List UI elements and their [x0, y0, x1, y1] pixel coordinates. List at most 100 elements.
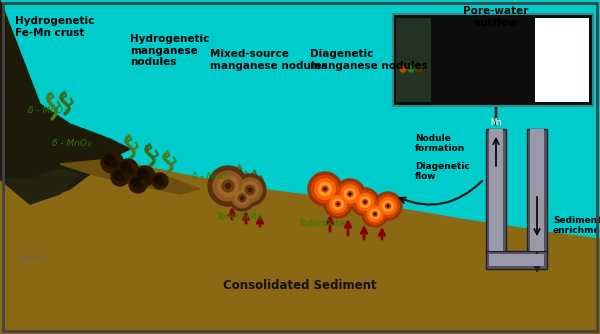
- Circle shape: [322, 186, 328, 192]
- Text: Diagenetic
manganese nodules: Diagenetic manganese nodules: [310, 49, 428, 70]
- Circle shape: [135, 166, 155, 186]
- Circle shape: [113, 171, 122, 180]
- Circle shape: [327, 193, 349, 215]
- Polygon shape: [0, 169, 80, 204]
- Circle shape: [232, 188, 252, 208]
- Circle shape: [319, 183, 331, 195]
- Text: Consolidated Sediment: Consolidated Sediment: [223, 279, 377, 292]
- Circle shape: [226, 184, 230, 188]
- Circle shape: [332, 199, 343, 209]
- Circle shape: [377, 195, 399, 217]
- Polygon shape: [0, 0, 130, 204]
- Circle shape: [213, 171, 243, 201]
- Circle shape: [235, 191, 249, 205]
- Polygon shape: [0, 114, 600, 334]
- Circle shape: [119, 176, 125, 181]
- Text: Diagenetic
flow: Diagenetic flow: [415, 162, 470, 181]
- Circle shape: [208, 166, 248, 206]
- Circle shape: [324, 188, 326, 190]
- Circle shape: [351, 188, 379, 216]
- Text: Hydrogenetic
manganese
nodules: Hydrogenetic manganese nodules: [130, 34, 209, 67]
- Polygon shape: [60, 159, 200, 194]
- Circle shape: [238, 194, 246, 202]
- Circle shape: [111, 160, 118, 167]
- Circle shape: [356, 194, 373, 210]
- Bar: [489, 129, 503, 251]
- Circle shape: [137, 183, 143, 188]
- Circle shape: [131, 178, 140, 187]
- Circle shape: [238, 178, 262, 202]
- Circle shape: [338, 182, 362, 206]
- Circle shape: [374, 192, 402, 220]
- Circle shape: [104, 154, 115, 165]
- Circle shape: [380, 198, 397, 214]
- Circle shape: [218, 176, 238, 196]
- Text: Hydrogenetic
Fe-Mn crust: Hydrogenetic Fe-Mn crust: [15, 16, 94, 38]
- Circle shape: [370, 209, 380, 219]
- Circle shape: [101, 151, 123, 173]
- Circle shape: [335, 201, 341, 206]
- Text: Todorokite: Todorokite: [216, 212, 263, 221]
- Circle shape: [367, 206, 383, 222]
- Circle shape: [344, 188, 356, 200]
- Text: Mn: Mn: [490, 118, 502, 127]
- Bar: [486, 251, 547, 269]
- Circle shape: [241, 196, 244, 199]
- Circle shape: [341, 185, 359, 203]
- Circle shape: [362, 199, 368, 204]
- Circle shape: [324, 190, 352, 218]
- Text: Basalt: Basalt: [20, 254, 48, 263]
- Text: Pore-water
outflow: Pore-water outflow: [463, 6, 529, 28]
- Bar: [486, 129, 506, 254]
- Bar: [535, 18, 589, 102]
- Text: δ - MnO₂: δ - MnO₂: [52, 139, 91, 148]
- Bar: [527, 129, 547, 254]
- Circle shape: [127, 167, 133, 173]
- Circle shape: [245, 185, 255, 195]
- Text: Mixed-source
manganese nodules: Mixed-source manganese nodules: [210, 49, 328, 70]
- Circle shape: [373, 212, 377, 216]
- Circle shape: [222, 180, 234, 192]
- Circle shape: [337, 203, 339, 205]
- Circle shape: [234, 174, 266, 206]
- Bar: [396, 18, 431, 102]
- Circle shape: [349, 193, 351, 195]
- Circle shape: [359, 197, 370, 207]
- Text: Sediment
enrichment: Sediment enrichment: [553, 216, 600, 235]
- Circle shape: [154, 175, 162, 183]
- Circle shape: [118, 159, 138, 179]
- Circle shape: [347, 191, 353, 197]
- Circle shape: [335, 179, 365, 209]
- Circle shape: [311, 175, 338, 203]
- Circle shape: [329, 196, 346, 212]
- Circle shape: [137, 169, 148, 179]
- Circle shape: [308, 172, 342, 206]
- Circle shape: [159, 180, 164, 185]
- Text: Nodule
formation: Nodule formation: [415, 134, 465, 153]
- Circle shape: [152, 173, 168, 189]
- Circle shape: [408, 66, 414, 72]
- Bar: [530, 129, 544, 251]
- Circle shape: [242, 182, 259, 198]
- Circle shape: [362, 201, 388, 227]
- Circle shape: [121, 162, 131, 172]
- Circle shape: [383, 201, 394, 211]
- Circle shape: [385, 203, 391, 208]
- Circle shape: [364, 201, 366, 203]
- Circle shape: [248, 188, 252, 192]
- Circle shape: [416, 66, 422, 72]
- Circle shape: [111, 168, 129, 186]
- FancyBboxPatch shape: [393, 14, 593, 106]
- Circle shape: [374, 213, 376, 215]
- Text: δ - MnO₂: δ - MnO₂: [28, 106, 67, 115]
- Circle shape: [315, 179, 335, 199]
- Circle shape: [229, 185, 255, 211]
- Circle shape: [387, 205, 389, 207]
- Circle shape: [365, 204, 385, 224]
- Text: δ - MnO₂: δ - MnO₂: [192, 172, 231, 181]
- Bar: [489, 254, 544, 266]
- Circle shape: [144, 174, 150, 180]
- Circle shape: [129, 175, 147, 193]
- Circle shape: [354, 191, 376, 213]
- Circle shape: [400, 66, 406, 72]
